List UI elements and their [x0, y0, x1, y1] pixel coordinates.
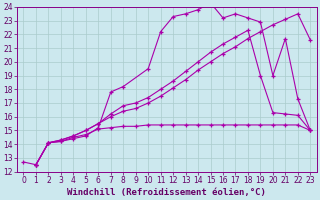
X-axis label: Windchill (Refroidissement éolien,°C): Windchill (Refroidissement éolien,°C) [68, 188, 266, 197]
